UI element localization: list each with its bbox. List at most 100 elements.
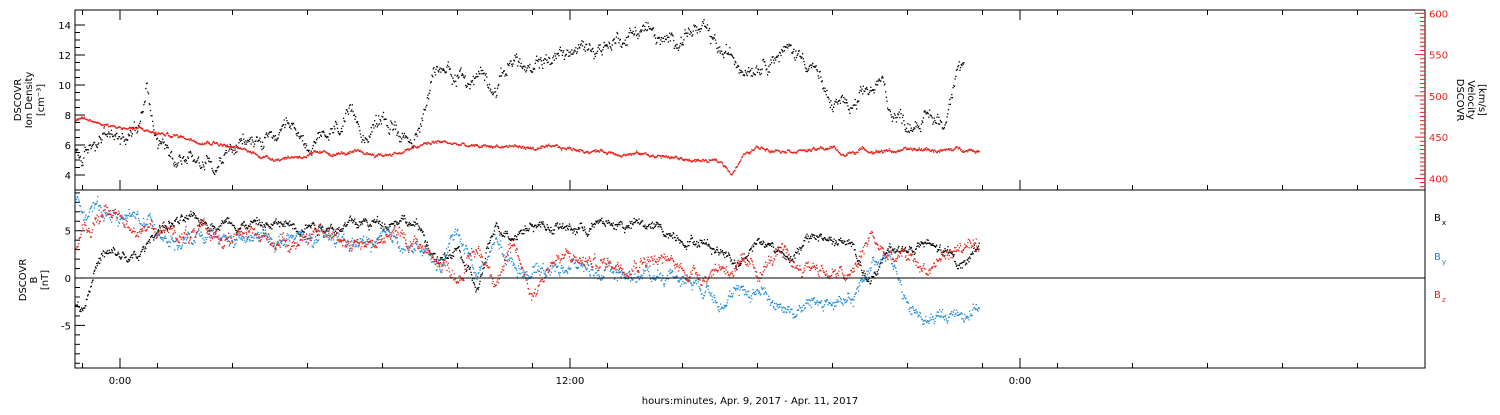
by-point [170,236,171,237]
bx-point [859,260,860,261]
bx-point [660,224,661,225]
velocity-point [898,150,899,151]
ion-density-point [131,135,132,136]
by-point [135,218,136,219]
ion-density-point [259,140,260,141]
bx-point [939,247,940,248]
bx-point [84,308,85,309]
ion-density-point [784,50,785,51]
bx-point [833,239,834,240]
bx-point [376,221,377,222]
ion-density-point [735,61,736,62]
bx-point [798,249,799,250]
bx-point [389,226,390,227]
ion-density-point [621,47,622,48]
bx-point [542,224,543,225]
by-point [296,235,297,236]
bx-point [739,263,740,264]
ion-density-point [515,56,516,57]
ion-density-point [398,131,399,132]
ion-density-point [497,88,498,89]
by-point [77,197,78,198]
ion-density-point [261,146,262,147]
bx-point [122,252,123,253]
ion-density-point [481,70,482,71]
ion-density-point [292,124,293,125]
bx-point [76,306,77,307]
bx-point [533,231,534,232]
ion-density-point [490,89,491,90]
velocity-point [915,149,916,150]
ion-density-point [797,55,798,56]
by-point [146,224,147,225]
bx-point [659,224,660,225]
ion-density-point [380,120,381,121]
ion-density-point [598,45,599,46]
bx-point [656,222,657,223]
ion-density-point [472,80,473,81]
ion-density-point [832,109,833,110]
bx-point [658,226,659,227]
ion-density-point [348,107,349,108]
ion-density-point [525,66,526,67]
bx-point [752,251,753,252]
ion-density-point [246,144,247,145]
bx-point [679,239,680,240]
ion-density-point [638,33,639,34]
ion-density-point [415,134,416,135]
bx-point [800,248,801,249]
by-point [83,220,84,221]
velocity-point [755,148,756,149]
ion-density-point [506,75,507,76]
by-point [127,217,128,218]
ion-density-point [796,57,797,58]
velocity-point [835,147,836,148]
velocity-point [688,160,689,161]
bx-point [190,216,191,217]
ion-density-point [417,136,418,137]
velocity-point [886,149,887,150]
velocity-point [977,150,978,151]
velocity-point [335,154,336,155]
velocity-point [297,156,298,157]
ion-density-point [394,125,395,126]
by-point [278,242,279,243]
ion-density-point [915,121,916,122]
by-point [125,218,126,219]
ion-density-point [145,88,146,89]
ion-density-point [238,142,239,143]
bx-point [424,241,425,242]
ion-density-point [517,57,518,58]
bx-point [397,222,398,223]
ion-density-point [595,56,596,57]
bx-point [611,223,612,224]
velocity-point [697,159,698,160]
velocity-point [235,148,236,149]
bx-point [905,250,906,251]
ion-density-point [400,136,401,137]
bx-point [134,251,135,252]
ion-density-point [119,136,120,137]
ion-density-point [381,123,382,124]
velocity-point [974,151,975,152]
bx-point [499,231,500,232]
velocity-point [269,157,270,158]
bx-point [711,254,712,255]
by-point [84,219,85,220]
ion-density-point [459,71,460,72]
bx-point [91,282,92,283]
by-point [239,238,240,239]
ion-density-point [352,104,353,105]
by-point [75,197,76,198]
bx-point [969,256,970,257]
ion-density-point [629,32,630,33]
ion-density-point [234,153,235,154]
bx-point [913,251,914,252]
bx-point [240,227,241,228]
by-point [120,219,121,220]
bx-point [585,232,586,233]
bx-point [77,301,78,302]
ion-density-point [305,147,306,148]
bx-point [772,243,773,244]
